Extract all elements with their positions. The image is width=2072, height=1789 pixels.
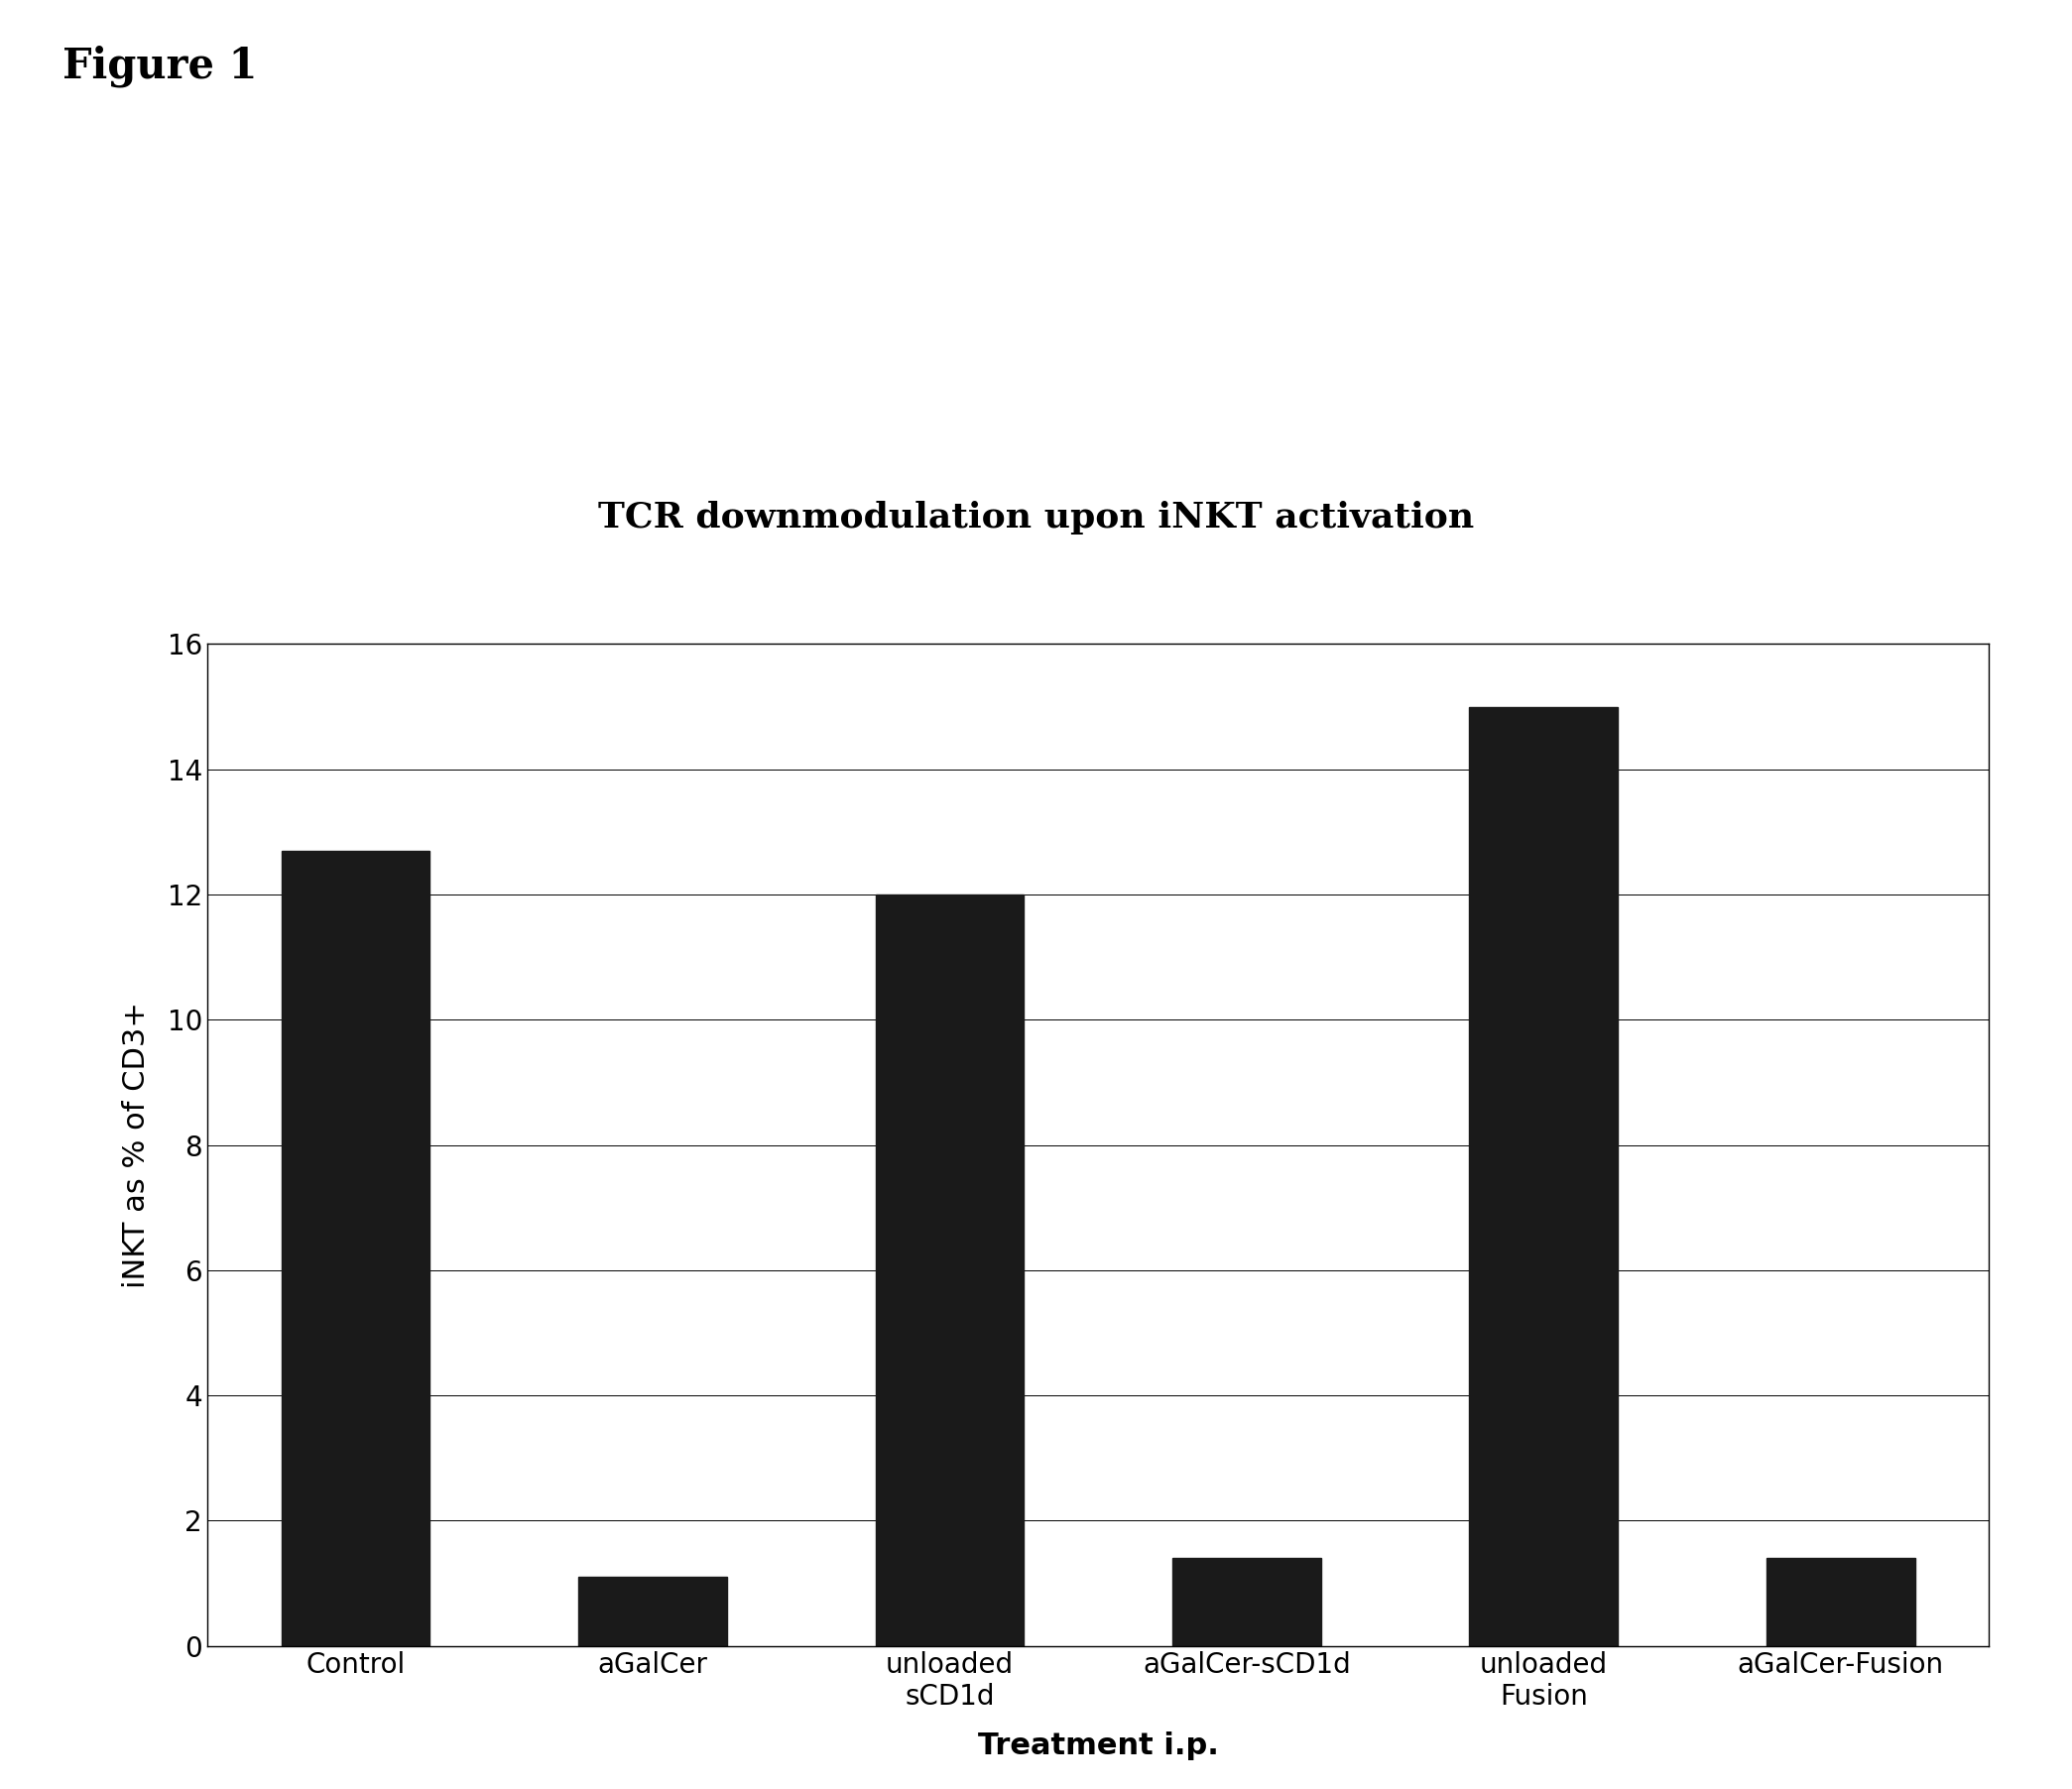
X-axis label: Treatment i.p.: Treatment i.p. [978, 1732, 1218, 1760]
Bar [1469, 707, 1618, 1646]
Y-axis label: iNKT as % of CD3+: iNKT as % of CD3+ [122, 1002, 151, 1288]
Bar [1173, 1558, 1320, 1646]
Bar [282, 852, 431, 1646]
Text: TCR downmodulation upon iNKT activation: TCR downmodulation upon iNKT activation [599, 501, 1473, 535]
Bar [578, 1578, 727, 1646]
Bar [1765, 1558, 1915, 1646]
Text: Figure 1: Figure 1 [62, 45, 257, 88]
Bar [874, 894, 1024, 1646]
